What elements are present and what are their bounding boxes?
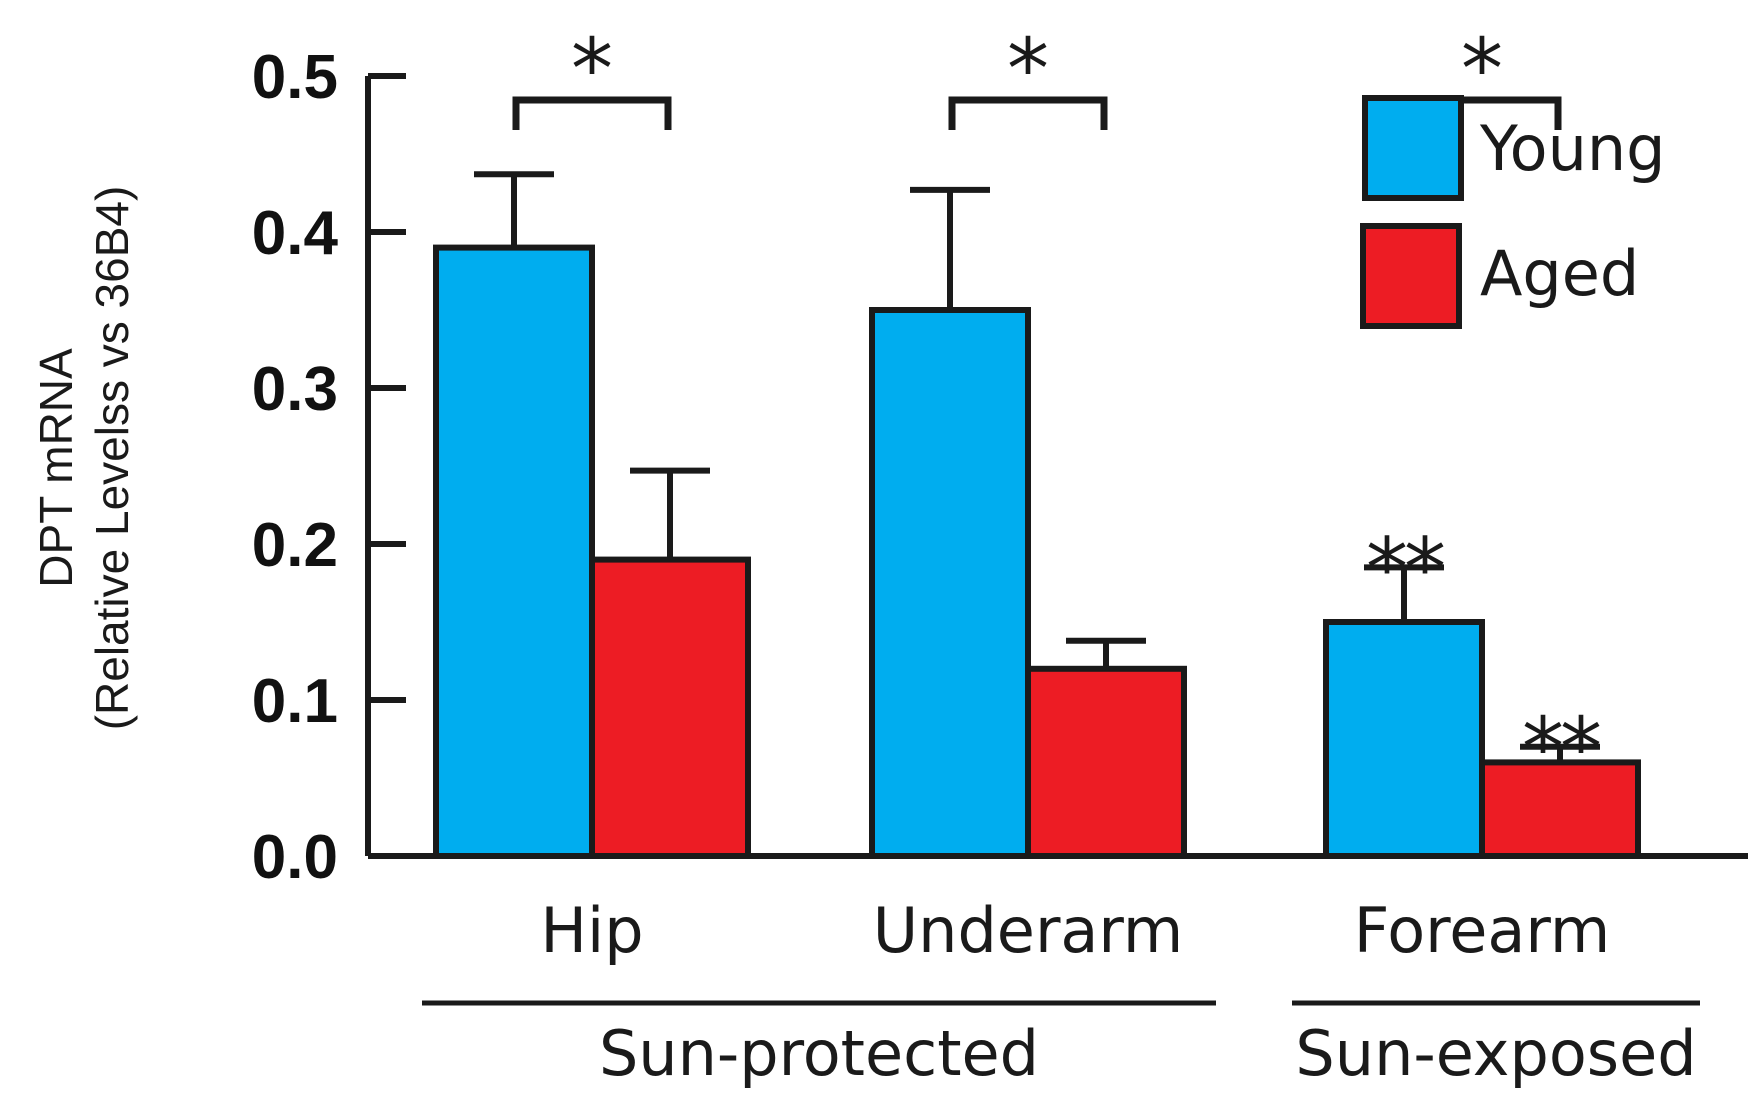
x-category-label-hip: Hip xyxy=(540,894,643,967)
significance-marker-underarm: * xyxy=(1007,20,1049,118)
x-category-label-forearm: Forearm xyxy=(1354,894,1610,967)
y-axis-title: DPT mRNA (Relative Levelss vs 36B4) xyxy=(30,186,138,731)
significance-marker-forearm: * xyxy=(1461,20,1503,118)
bar-aged-hip xyxy=(589,556,751,859)
y-tick-label: 0.3 xyxy=(252,355,338,424)
bar-young-underarm xyxy=(869,307,1031,859)
legend-swatch-aged xyxy=(1360,223,1462,329)
bar-significance-aged-forearm: ** xyxy=(1522,699,1600,797)
bar-aged-underarm xyxy=(1025,665,1187,859)
legend-label-aged: Aged xyxy=(1480,237,1639,310)
y-tick-label: 0.5 xyxy=(252,43,338,112)
x-category-label-underarm: Underarm xyxy=(873,894,1183,967)
bar-aged-forearm xyxy=(1479,759,1641,860)
bar-young-forearm xyxy=(1323,619,1485,859)
bar-young-hip xyxy=(433,244,595,860)
group-label-sun-protected: Sun-protected xyxy=(599,1017,1039,1090)
legend-swatch-young xyxy=(1362,95,1464,201)
significance-marker-hip: * xyxy=(571,20,613,118)
y-tick-label: 0.0 xyxy=(252,823,338,892)
y-axis-label-line1: DPT mRNA xyxy=(30,348,82,588)
significance-bracket-underarm xyxy=(948,96,1108,130)
significance-bracket-hip xyxy=(512,96,672,130)
y-tick-label: 0.2 xyxy=(252,511,338,580)
y-tick-label: 0.1 xyxy=(252,667,338,736)
legend-label-young: Young xyxy=(1479,112,1666,185)
y-axis-label-line2: (Relative Levelss vs 36B4) xyxy=(86,186,138,731)
legend: Young Aged xyxy=(1360,95,1666,329)
group-label-sun-exposed: Sun-exposed xyxy=(1295,1017,1696,1090)
y-tick-label: 0.4 xyxy=(252,199,339,268)
bar-significance-young-forearm: ** xyxy=(1366,519,1444,617)
